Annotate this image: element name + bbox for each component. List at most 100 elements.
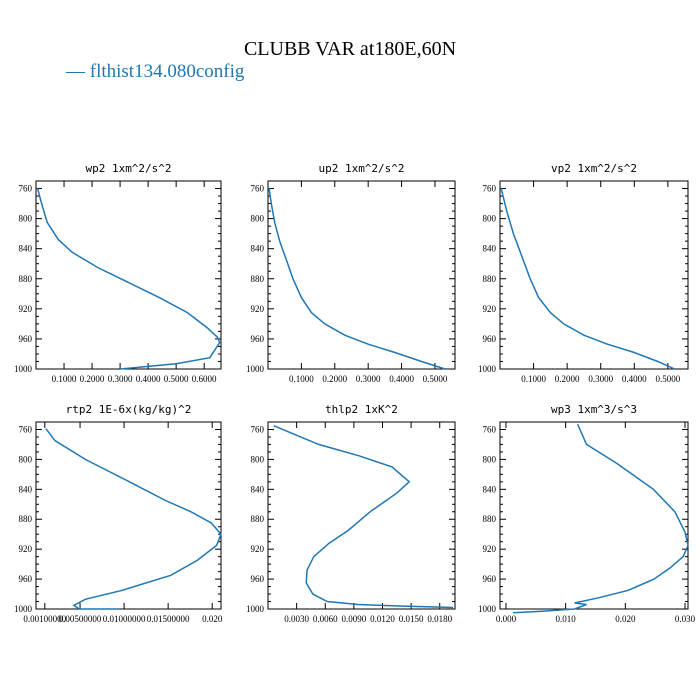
y-tick-label: 920 xyxy=(19,304,33,314)
plot-frame xyxy=(267,180,456,370)
y-tick-label: 800 xyxy=(251,214,265,224)
x-tick-label: 0.020 xyxy=(202,614,223,624)
x-tick-label: 0.3000 xyxy=(356,374,381,384)
y-tick-label: 840 xyxy=(19,484,33,494)
x-tick-label: 0.5000 xyxy=(423,374,448,384)
y-tick-label: 800 xyxy=(19,214,33,224)
y-tick-label: 880 xyxy=(483,274,497,284)
x-tick-label: 0.3000 xyxy=(588,374,613,384)
x-tick-label: 0.010 xyxy=(556,614,577,624)
y-tick-label: 840 xyxy=(251,244,265,254)
y-tick-label: 880 xyxy=(251,274,265,284)
x-tick-label: 0.00500000 xyxy=(59,614,102,624)
x-tick-label: 0.5000 xyxy=(655,374,680,384)
y-tick-label: 960 xyxy=(483,334,497,344)
y-tick-label: 760 xyxy=(483,424,497,434)
y-tick-label: 760 xyxy=(251,184,265,194)
y-tick-label: 960 xyxy=(251,574,265,584)
panels-group: wp2 1xm^2/s^2 760 800 840 880 920 960 1000 0.100… xyxy=(14,162,696,624)
y-tick-label: 1000 xyxy=(478,604,497,614)
y-tick-label: 920 xyxy=(483,544,497,554)
y-tick-label: 1000 xyxy=(246,364,265,374)
y-tick-label: 1000 xyxy=(14,364,33,374)
y-tick-label: 760 xyxy=(483,184,497,194)
y-tick-label: 840 xyxy=(251,484,265,494)
y-tick-label: 960 xyxy=(483,574,497,584)
y-tick-label: 880 xyxy=(251,514,265,524)
x-tick-label: 0.5000 xyxy=(164,374,189,384)
chart-panel-2: up2 1xm^2/s^2 760 800 840 880 920 960 1000 0.100… xyxy=(246,162,456,384)
x-tick-label: 0.6000 xyxy=(192,374,217,384)
x-tick-label: 0.0150 xyxy=(399,614,424,624)
figure-title: CLUBB VAR at180E,60N xyxy=(244,38,456,60)
y-tick-label: 920 xyxy=(251,544,265,554)
x-tick-label: 0.4000 xyxy=(622,374,647,384)
y-tick-label: 920 xyxy=(251,304,265,314)
x-tick-label: 0.3000 xyxy=(108,374,133,384)
series-line xyxy=(268,187,446,370)
series-line xyxy=(273,425,454,609)
plot-frame xyxy=(499,421,689,610)
x-tick-label: 0.4000 xyxy=(389,374,414,384)
x-tick-label: 0.0090 xyxy=(341,614,366,624)
y-tick-label: 960 xyxy=(19,334,33,344)
y-tick-label: 960 xyxy=(19,574,33,584)
y-tick-label: 800 xyxy=(483,214,497,224)
series-line xyxy=(500,187,675,370)
plot-frame xyxy=(35,180,222,370)
x-tick-label: 0.1000 xyxy=(289,374,314,384)
y-tick-label: 880 xyxy=(19,514,33,524)
series-line xyxy=(513,423,689,614)
y-tick-label: 920 xyxy=(483,304,497,314)
y-tick-label: 880 xyxy=(483,514,497,524)
y-tick-label: 840 xyxy=(19,244,33,254)
plot-frame xyxy=(267,421,456,610)
y-tick-label: 800 xyxy=(251,454,265,464)
x-tick-label: 0.2000 xyxy=(555,374,580,384)
panel-title: wp3 1xm^3/s^3 xyxy=(551,403,637,416)
chart-panel-3: vp2 1xm^2/s^2 760 800 840 880 920 960 1000 0.100… xyxy=(478,162,689,384)
chart-panel-1: wp2 1xm^2/s^2 760 800 840 880 920 960 1000 0.100… xyxy=(14,162,222,384)
y-tick-label: 760 xyxy=(251,424,265,434)
y-tick-label: 840 xyxy=(483,244,497,254)
y-tick-label: 1000 xyxy=(14,604,33,614)
x-tick-label: 0.0120 xyxy=(370,614,395,624)
y-tick-label: 800 xyxy=(19,454,33,464)
y-tick-label: 920 xyxy=(19,544,33,554)
x-tick-label: 0.0060 xyxy=(313,614,338,624)
x-tick-label: 0.1000 xyxy=(52,374,77,384)
panel-title: rtp2 1E-6x(kg/kg)^2 xyxy=(66,403,192,416)
y-tick-label: 960 xyxy=(251,334,265,344)
panel-title: vp2 1xm^2/s^2 xyxy=(551,162,637,175)
y-tick-label: 880 xyxy=(19,274,33,284)
chart-panel-6: wp3 1xm^3/s^3 760 800 840 880 920 960 10000.000… xyxy=(478,403,696,624)
chart-panel-5: thlp2 1xK^2 760 800 840 880 920 960 1000 0.0030 0… xyxy=(246,403,456,624)
x-tick-label: 0.0030 xyxy=(284,614,309,624)
x-tick-label: 0.0180 xyxy=(427,614,452,624)
x-tick-label: 0.030 xyxy=(675,614,696,624)
y-tick-label: 760 xyxy=(19,424,33,434)
plot-frame xyxy=(499,180,689,370)
y-tick-label: 1000 xyxy=(246,604,265,614)
panel-title: up2 1xm^2/s^2 xyxy=(318,162,404,175)
y-tick-label: 760 xyxy=(19,184,33,194)
x-tick-label: 0.1000 xyxy=(521,374,546,384)
series-line xyxy=(36,187,221,370)
x-tick-label: 0.01000000 xyxy=(103,614,146,624)
panel-title: wp2 1xm^2/s^2 xyxy=(85,162,171,175)
y-tick-label: 800 xyxy=(483,454,497,464)
y-tick-label: 840 xyxy=(483,484,497,494)
x-tick-label: 0.00100000 xyxy=(23,614,66,624)
legend-entry: — flthist134.080config xyxy=(65,61,245,82)
panel-title: thlp2 1xK^2 xyxy=(325,403,398,416)
plot-frame xyxy=(35,421,222,610)
x-tick-label: 0.020 xyxy=(615,614,636,624)
chart-panel-4: rtp2 1E-6x(kg/kg)^2 760 800 840 880 920 960 100… xyxy=(14,403,223,624)
x-tick-label: 0.2000 xyxy=(80,374,105,384)
x-tick-label: 0.4000 xyxy=(136,374,161,384)
x-tick-label: 0.2000 xyxy=(322,374,347,384)
x-tick-label: 0.01500000 xyxy=(147,614,190,624)
x-tick-label: 0.000 xyxy=(496,614,517,624)
series-line xyxy=(45,428,222,610)
